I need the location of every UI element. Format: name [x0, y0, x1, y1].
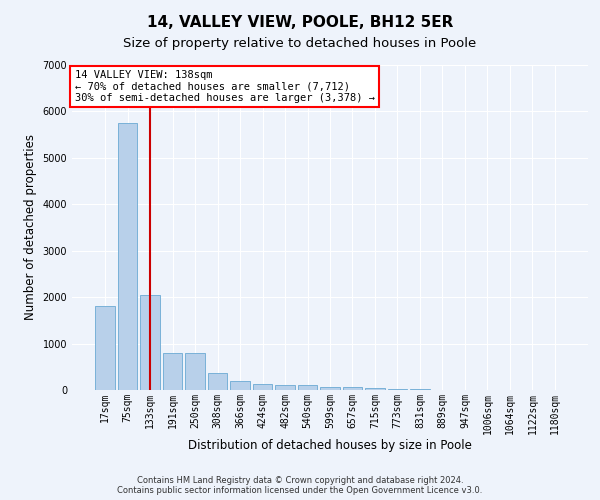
Bar — [275, 386, 295, 390]
Bar — [253, 384, 272, 390]
X-axis label: Distribution of detached houses by size in Poole: Distribution of detached houses by size … — [188, 440, 472, 452]
Bar — [163, 353, 182, 390]
Bar — [298, 386, 317, 390]
Bar — [230, 380, 250, 390]
Bar — [343, 387, 362, 390]
Bar — [95, 306, 115, 390]
Text: 14, VALLEY VIEW, POOLE, BH12 5ER: 14, VALLEY VIEW, POOLE, BH12 5ER — [147, 15, 453, 30]
Bar — [140, 295, 160, 390]
Bar — [118, 123, 137, 390]
Bar — [365, 388, 385, 390]
Bar — [208, 373, 227, 390]
Bar — [185, 353, 205, 390]
Text: 14 VALLEY VIEW: 138sqm
← 70% of detached houses are smaller (7,712)
30% of semi-: 14 VALLEY VIEW: 138sqm ← 70% of detached… — [74, 70, 374, 103]
Bar — [388, 389, 407, 390]
Y-axis label: Number of detached properties: Number of detached properties — [24, 134, 37, 320]
Bar — [320, 387, 340, 390]
Text: Contains HM Land Registry data © Crown copyright and database right 2024.
Contai: Contains HM Land Registry data © Crown c… — [118, 476, 482, 495]
Text: Size of property relative to detached houses in Poole: Size of property relative to detached ho… — [124, 38, 476, 51]
